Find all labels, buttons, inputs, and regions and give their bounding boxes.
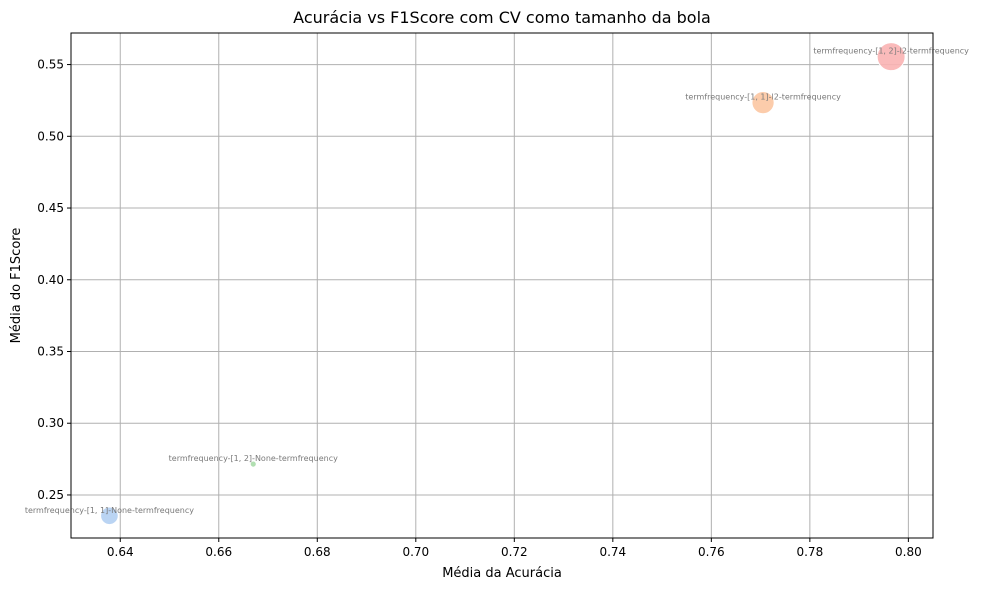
bubble-point [751, 90, 775, 115]
y-tick-label: 0.50 [37, 129, 64, 143]
plot-frame [70, 32, 934, 539]
x-tick-label: 0.80 [895, 545, 922, 559]
bubble-label: termfrequency-[1, 2]-None-termfrequency [169, 454, 338, 463]
x-tick-label: 0.72 [501, 545, 528, 559]
x-tick-label: 0.66 [205, 545, 232, 559]
x-tick-label: 0.74 [599, 545, 626, 559]
bubble-label: termfrequency-[1, 1]-None-termfrequency [25, 506, 194, 515]
x-tick-label: 0.68 [304, 545, 331, 559]
y-tick-label: 0.45 [37, 201, 64, 215]
x-axis-label: Média da Acurácia [442, 566, 562, 581]
chart-title: Acurácia vs F1Score com CV como tamanho … [293, 8, 711, 27]
bubble-label: termfrequency-[1, 2]-l2-termfrequency [813, 47, 969, 56]
x-axis-ticks: 0.64 0.66 0.68 0.70 0.72 0.74 0.76 0.78 0.80 [107, 538, 922, 559]
grid-lines [71, 33, 933, 538]
x-tick-label: 0.78 [796, 545, 823, 559]
y-axis-ticks: 0.25 0.30 0.35 0.40 0.45 0.50 0.55 [37, 58, 71, 502]
x-tick-label: 0.76 [698, 545, 725, 559]
y-axis-label: Média do F1Score [9, 228, 24, 344]
bubble-point [100, 506, 119, 526]
y-tick-label: 0.55 [37, 58, 64, 72]
x-tick-label: 0.70 [402, 545, 429, 559]
y-tick-label: 0.30 [37, 416, 64, 430]
y-tick-label: 0.35 [37, 344, 64, 358]
bubble-label: termfrequency-[1, 1]-l2-termfrequency [685, 93, 841, 102]
bubble-point [249, 460, 257, 468]
bubble-point [876, 42, 906, 72]
x-tick-label: 0.64 [107, 545, 134, 559]
data-points [100, 42, 906, 526]
y-tick-label: 0.40 [37, 273, 64, 287]
point-labels: termfrequency-[1, 2]-l2-termfrequency ter… [25, 47, 969, 515]
y-tick-label: 0.25 [37, 488, 64, 502]
